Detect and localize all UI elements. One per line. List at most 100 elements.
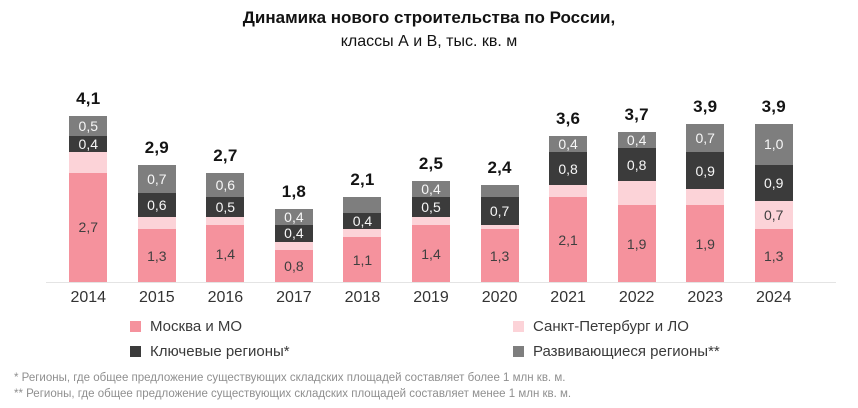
segment-value-label: 1,0 — [764, 136, 784, 153]
bar-segment-2020-spb — [480, 225, 519, 230]
x-axis-label-2022: 2022 — [618, 289, 655, 306]
bar-stack-2019: 0,4 0,5 1,4 — [412, 180, 450, 282]
segment-value-label: 0,6 — [215, 176, 236, 193]
legend: Москва и МО Санкт-Петербург и ЛО Ключевые … — [130, 318, 720, 360]
bar-segment-2022-key_regions: 0,8 — [617, 148, 656, 181]
bar-segment-2016-moscow: 1,4 — [206, 225, 245, 282]
plot-area: 4,1 0,5 0,4 2,7 2,9 0,7 0,6 1,3 2,7 0,6 0,5 1,4 1,8 0… — [54, 84, 808, 282]
total-label-2021: 3,6 — [555, 109, 581, 129]
bar-column-2024: 3,9 1,0 0,9 0,7 1,3 — [739, 84, 808, 282]
segment-value-label: 1,9 — [626, 235, 647, 252]
bar-segment-2017-spb — [274, 241, 313, 250]
total-label-2017: 1,8 — [281, 182, 307, 202]
legend-label: Развивающиеся регионы** — [533, 343, 720, 360]
bar-stack-2016: 0,6 0,5 1,4 — [206, 172, 245, 282]
bar-stack-2015: 0,7 0,6 1,3 — [137, 164, 176, 282]
segment-value-label: 0,4 — [284, 209, 304, 226]
x-axis-label-2024: 2024 — [755, 289, 792, 306]
bar-segment-2016-key_regions: 0,5 — [206, 196, 245, 218]
bar-segment-2018-key_regions: 0,4 — [343, 213, 382, 230]
bar-segment-2018-moscow: 1,1 — [343, 237, 382, 282]
bar-segment-2021-developing_regions: 0,4 — [549, 136, 588, 153]
legend-label: Санкт-Петербург и ЛО — [533, 318, 689, 335]
bar-stack-2024: 1,0 0,9 0,7 1,3 — [754, 124, 793, 282]
bar-segment-2017-key_regions: 0,4 — [274, 225, 313, 242]
bar-column-2020: 2,4 0,7 1,3 — [465, 84, 534, 282]
bar-column-2018: 2,1 0,4 1,1 — [328, 84, 397, 282]
legend-label: Москва и МО — [150, 318, 243, 335]
bar-segment-2015-key_regions: 0,6 — [137, 192, 176, 218]
total-label-2020: 2,4 — [487, 157, 512, 177]
total-label-2023: 3,9 — [693, 97, 718, 117]
bar-segment-2014-spb — [69, 152, 108, 173]
x-axis-label-2021: 2021 — [550, 289, 586, 306]
bar-segment-2021-moscow: 2,1 — [549, 197, 588, 282]
legend-swatch-icon — [130, 346, 141, 357]
total-label-2014: 4,1 — [76, 88, 101, 108]
legend-item-key_regions: Ключевые регионы* — [130, 343, 513, 360]
segment-value-label: 0,5 — [421, 199, 441, 216]
bar-segment-2015-developing_regions: 0,7 — [137, 164, 176, 193]
segment-value-label: 1,4 — [421, 245, 441, 262]
bar-segment-2016-spb — [206, 217, 245, 226]
bar-segment-2023-moscow: 1,9 — [686, 205, 725, 282]
bar-segment-2020-key_regions: 0,7 — [480, 197, 519, 226]
x-axis-label-2023: 2023 — [687, 289, 723, 306]
bar-segment-2016-developing_regions: 0,6 — [206, 172, 245, 197]
total-label-2024: 3,9 — [761, 97, 786, 117]
bar-column-2023: 3,9 0,7 0,9 1,9 — [671, 84, 740, 282]
total-label-2019: 2,5 — [418, 153, 444, 173]
segment-value-label: 1,1 — [352, 251, 373, 268]
chart-title: Динамика нового строительства по России,… — [0, 8, 858, 51]
segment-value-label: 0,7 — [764, 207, 784, 224]
segment-value-label: 2,7 — [78, 219, 98, 236]
x-axis-label-2014: 2014 — [70, 289, 107, 306]
legend-item-moscow: Москва и МО — [130, 318, 513, 335]
x-axis-label-2017: 2017 — [276, 289, 312, 306]
bar-segment-2014-developing_regions: 0,5 — [69, 115, 108, 137]
bar-column-2021: 3,6 0,4 0,8 2,1 — [534, 84, 603, 282]
bar-column-2014: 4,1 0,5 0,4 2,7 — [54, 84, 123, 282]
bar-segment-2015-moscow: 1,3 — [137, 229, 176, 282]
x-axis-label-2020: 2020 — [481, 289, 518, 306]
bar-segment-2018-spb — [343, 229, 382, 238]
segment-value-label: 0,6 — [147, 197, 167, 214]
segment-value-label: 2,1 — [558, 231, 578, 248]
bar-segment-2014-moscow: 2,7 — [69, 172, 108, 282]
segment-value-label: 0,7 — [147, 170, 167, 187]
footnote-2: ** Регионы, где общее предложение сущест… — [14, 387, 572, 400]
segment-value-label: 0,4 — [284, 225, 304, 242]
segment-value-label: 1,3 — [489, 247, 510, 264]
bar-stack-2018: 0,4 1,1 — [343, 196, 382, 282]
bar-segment-2019-spb — [412, 217, 450, 226]
segment-value-label: 0,7 — [695, 130, 715, 147]
bar-stack-2021: 0,4 0,8 2,1 — [549, 136, 588, 282]
bar-segment-2023-spb — [686, 188, 725, 205]
x-axis-labels: 2014 2015 2016 2017 2018 2019 2020 2021 2022 2023… — [54, 289, 808, 307]
x-axis-label-2016: 2016 — [207, 289, 244, 306]
bar-segment-2020-developing_regions — [480, 184, 519, 198]
legend-swatch-icon — [513, 321, 524, 332]
footnotes: * Регионы, где общее предложение существ… — [14, 371, 571, 402]
bar-segment-2015-spb — [137, 217, 176, 230]
legend-swatch-icon — [130, 321, 141, 332]
bar-segment-2014-key_regions: 0,4 — [69, 136, 108, 153]
segment-value-label: 0,7 — [489, 203, 510, 220]
segment-value-label: 0,4 — [626, 132, 647, 149]
x-axis-label-2018: 2018 — [344, 289, 381, 306]
segment-value-label: 1,9 — [695, 235, 715, 252]
bar-stack-2023: 0,7 0,9 1,9 — [686, 124, 725, 282]
total-label-2018: 2,1 — [350, 169, 375, 189]
x-axis-label-2019: 2019 — [413, 289, 449, 306]
x-axis-line — [46, 282, 836, 283]
total-label-2015: 2,9 — [144, 137, 169, 157]
bar-segment-2024-developing_regions: 1,0 — [754, 124, 793, 165]
segment-value-label: 0,4 — [78, 136, 98, 153]
bar-segment-2023-developing_regions: 0,7 — [686, 124, 725, 153]
bar-segment-2024-spb: 0,7 — [754, 201, 793, 230]
bar-segment-2017-moscow: 0,8 — [274, 249, 313, 282]
bar-column-2016: 2,7 0,6 0,5 1,4 — [191, 84, 260, 282]
bar-segment-2019-moscow: 1,4 — [412, 225, 450, 282]
legend-label: Ключевые регионы* — [150, 343, 290, 360]
